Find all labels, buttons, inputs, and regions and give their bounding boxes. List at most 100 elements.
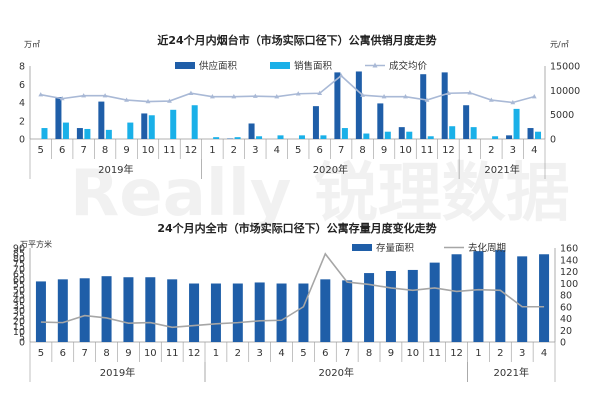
chart1-right-unit: 元/㎡ [550, 40, 569, 49]
x-tick-label: 12 [442, 145, 455, 156]
x-tick-label: 11 [166, 348, 179, 359]
bar-stock [101, 276, 112, 342]
x-tick-label: 10 [142, 145, 155, 156]
x-tick-label: 1 [213, 348, 219, 359]
chart2-left-unit: 万平方米 [20, 239, 52, 249]
year-group-label: 2021年 [484, 163, 519, 176]
bar-stock [385, 270, 396, 342]
bar-stock [364, 273, 375, 342]
bar-supply [248, 123, 255, 139]
bar-stock [407, 269, 418, 342]
bar-supply [527, 128, 534, 139]
x-tick-label: 1 [467, 145, 473, 156]
y-right-tick-label: 15000 [550, 62, 580, 73]
x-tick-label: 7 [82, 348, 88, 359]
y-left-tick-label: 90 [13, 244, 25, 255]
series-line [40, 252, 545, 329]
bar-sales [277, 135, 284, 139]
bar-sales [62, 122, 69, 139]
bar-supply [377, 103, 384, 139]
line-point [531, 94, 537, 99]
x-tick-label: 2 [235, 348, 241, 359]
y-left-tick-label: 45 [13, 291, 25, 302]
bar-sales [320, 135, 327, 139]
x-tick-label: 12 [185, 145, 198, 156]
y-left-tick-label: 50 [13, 285, 25, 296]
line-point [488, 97, 494, 102]
line-point [510, 99, 516, 105]
x-tick-label: 10 [406, 348, 419, 359]
bar-stock [79, 278, 90, 342]
chart2: 0510152025303540455055606570758085900204… [13, 242, 578, 382]
y-right-tick-label: 0 [560, 338, 566, 349]
legend-label: 供应面积 [199, 60, 238, 72]
bar-stock [210, 283, 221, 342]
year-group-label: 2019年 [100, 366, 135, 379]
y-right-tick-label: 160 [560, 244, 578, 255]
bar-supply [463, 105, 470, 139]
bar-sales [341, 128, 348, 139]
x-tick-label: 6 [322, 348, 328, 359]
x-tick-label: 6 [60, 348, 66, 359]
line-point [467, 90, 473, 95]
line-point [209, 94, 215, 99]
bar-sales [41, 128, 48, 139]
bar-stock [35, 281, 46, 342]
line-point [81, 93, 87, 98]
bar-supply [98, 101, 105, 139]
y-left-tick-label: 0 [19, 135, 25, 146]
y-left-tick-label: 80 [13, 254, 25, 265]
bar-stock [342, 280, 353, 342]
y-right-tick-label: 80 [560, 291, 572, 302]
bar-supply [441, 72, 448, 139]
bar-stock [57, 279, 68, 342]
x-tick-label: 4 [531, 145, 537, 156]
y-right-tick-label: 0 [550, 135, 556, 146]
line-point [295, 91, 301, 96]
x-tick-label: 8 [102, 145, 108, 156]
x-tick-label: 5 [38, 348, 44, 359]
bar-supply [55, 97, 62, 139]
bar-sales [170, 109, 177, 139]
line-point [338, 73, 344, 78]
watermark-text: Really 锐理数据 [70, 157, 570, 231]
x-tick-label: 1 [475, 348, 481, 359]
y-left-tick-label: 20 [13, 317, 25, 328]
chart1-title: 近24个月内烟台市（市场实际口径下）公寓供销月度走势 [157, 33, 436, 47]
bar-stock [429, 262, 440, 342]
y-left-tick-label: 0 [19, 338, 25, 349]
y-right-tick-label: 10000 [550, 86, 580, 97]
bar-sales [492, 136, 499, 139]
bar-stock [517, 256, 528, 342]
y-left-tick-label: 2 [19, 116, 25, 127]
y-right-tick-label: 40 [560, 314, 572, 325]
x-tick-label: 3 [257, 348, 263, 359]
x-tick-label: 7 [80, 145, 86, 156]
x-tick-label: 8 [366, 348, 372, 359]
y-left-tick-label: 5 [19, 332, 25, 343]
year-group-label: 2020年 [319, 366, 354, 379]
bar-supply [355, 71, 362, 139]
legend-label: 存量面积 [376, 242, 415, 254]
x-tick-label: 9 [388, 348, 394, 359]
x-tick-label: 12 [188, 348, 201, 359]
legend-label: 去化周期 [468, 242, 506, 254]
y-left-tick-label: 65 [13, 270, 25, 281]
y-right-tick-label: 140 [560, 255, 578, 266]
bar-sales [148, 115, 155, 139]
legend-swatch [270, 62, 290, 69]
y-right-tick-label: 60 [560, 302, 572, 313]
bar-stock [254, 282, 265, 342]
x-tick-label: 8 [103, 348, 109, 359]
x-tick-label: 3 [510, 145, 516, 156]
year-group-label: 2020年 [313, 163, 348, 176]
x-tick-label: 5 [300, 348, 306, 359]
chart2-title: 24个月内全市（市场实际口径下）公寓存量月度变化走势 [157, 221, 436, 235]
x-tick-label: 2 [497, 348, 503, 359]
series-line [40, 74, 535, 104]
bar-sales [213, 137, 220, 139]
line-point [317, 90, 323, 95]
bar-stock [495, 250, 506, 342]
